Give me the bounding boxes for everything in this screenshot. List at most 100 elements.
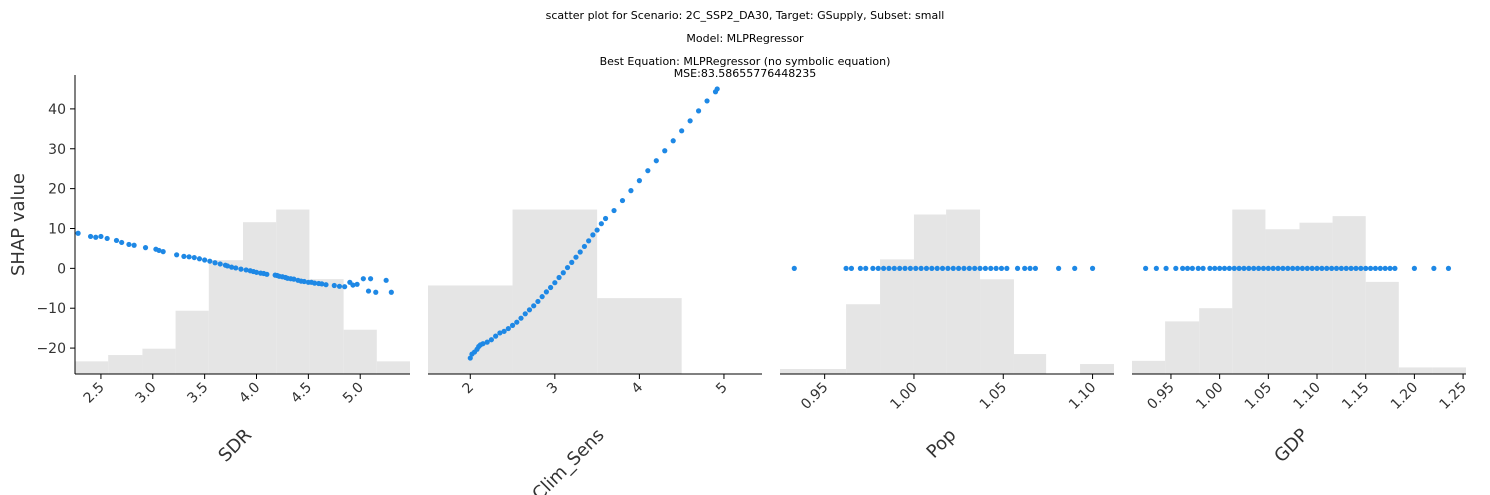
histogram-bar	[1398, 367, 1433, 374]
data-point	[880, 265, 887, 271]
data-point	[923, 265, 930, 271]
data-point	[918, 265, 924, 271]
subplot-2: 2 3 4 5 Clim_Sens	[428, 86, 762, 495]
data-point	[679, 128, 685, 134]
data-point	[552, 280, 558, 286]
data-point	[982, 265, 989, 271]
data-point	[535, 298, 541, 305]
data-point	[174, 252, 180, 258]
data-point	[863, 265, 869, 271]
data-point	[1387, 265, 1393, 271]
data-point	[1231, 265, 1237, 271]
histogram-bar	[243, 222, 277, 374]
histogram-bar	[108, 355, 143, 374]
data-point	[484, 339, 490, 345]
data-point	[331, 282, 337, 289]
data-point	[1372, 265, 1379, 271]
data-point	[365, 288, 372, 294]
data-point	[1377, 265, 1383, 271]
data-point	[1189, 265, 1195, 271]
y-tick-label: −20	[36, 341, 66, 357]
data-point	[1143, 265, 1149, 271]
x-tick-label: 1.00	[1193, 380, 1226, 413]
data-point	[1392, 265, 1398, 271]
data-point	[1367, 265, 1374, 271]
data-point	[1382, 265, 1388, 271]
data-point	[350, 282, 356, 288]
data-point	[1309, 265, 1315, 271]
data-point	[1329, 265, 1335, 271]
data-point	[993, 265, 999, 271]
data-point	[186, 254, 192, 260]
data-point	[670, 138, 676, 144]
data-point	[843, 265, 849, 271]
data-point	[1027, 265, 1033, 271]
data-point	[1072, 265, 1078, 271]
data-point	[1221, 265, 1228, 271]
x-tick-label: 0.95	[1144, 380, 1177, 413]
histogram-bar	[142, 348, 176, 374]
data-point	[857, 265, 863, 271]
data-point	[945, 265, 951, 271]
data-point	[870, 265, 876, 271]
data-point	[480, 341, 486, 347]
data-point	[383, 277, 389, 283]
data-point	[848, 265, 855, 271]
data-point	[98, 233, 104, 240]
data-point	[518, 315, 524, 321]
data-point	[229, 264, 235, 270]
data-point	[212, 260, 218, 266]
data-point	[1333, 265, 1340, 271]
x-tick-label: 1.10	[1066, 380, 1099, 413]
histogram-bar	[1299, 222, 1333, 374]
data-point	[1236, 265, 1242, 271]
data-point	[1089, 265, 1096, 271]
data-point	[577, 249, 583, 255]
data-point	[488, 337, 495, 343]
data-point	[907, 265, 913, 271]
data-point	[913, 265, 919, 271]
data-point	[1226, 265, 1232, 271]
data-point	[323, 282, 329, 288]
data-point	[543, 289, 549, 295]
x-tick-label: 1.10	[1290, 380, 1323, 413]
x-tick-label: 1.05	[1242, 380, 1275, 413]
histogram-bar	[276, 209, 310, 374]
x-tick-label: 1.05	[977, 380, 1010, 413]
data-point	[1163, 265, 1169, 271]
data-point	[467, 355, 473, 361]
x-tick-label: 2.5	[81, 380, 108, 407]
x-tick-label: 4.5	[288, 380, 315, 407]
data-point	[160, 249, 166, 255]
data-point	[388, 289, 394, 295]
data-point	[1445, 265, 1452, 271]
data-point	[367, 276, 374, 282]
data-point	[196, 256, 203, 262]
histogram-bar	[1365, 281, 1399, 374]
data-point	[714, 86, 720, 92]
histogram-bar	[1013, 354, 1047, 374]
data-point	[336, 283, 343, 289]
data-point	[1265, 265, 1271, 271]
data-point	[373, 289, 379, 295]
data-point	[509, 322, 516, 328]
data-point	[1153, 265, 1159, 271]
histogram-bar	[913, 214, 947, 374]
subplot-1: 2.5 3.0 3.5 4.0 4.5 5.0 SDR −20 −10 0 10 20 30 40 SHAP…	[8, 75, 410, 466]
data-point	[929, 265, 935, 271]
data-point	[897, 265, 903, 271]
data-point	[977, 265, 983, 271]
histogram-bar	[1080, 364, 1114, 374]
data-point	[1180, 265, 1186, 271]
data-point	[961, 265, 967, 271]
data-point	[636, 178, 642, 184]
data-point	[319, 281, 325, 287]
data-point	[1241, 265, 1247, 271]
data-point	[560, 270, 566, 276]
x-tick-label: 1.15	[1339, 380, 1372, 413]
data-point	[119, 239, 125, 246]
data-point	[573, 254, 579, 260]
data-point	[956, 265, 962, 271]
data-point	[1363, 265, 1369, 271]
data-point	[662, 148, 668, 154]
